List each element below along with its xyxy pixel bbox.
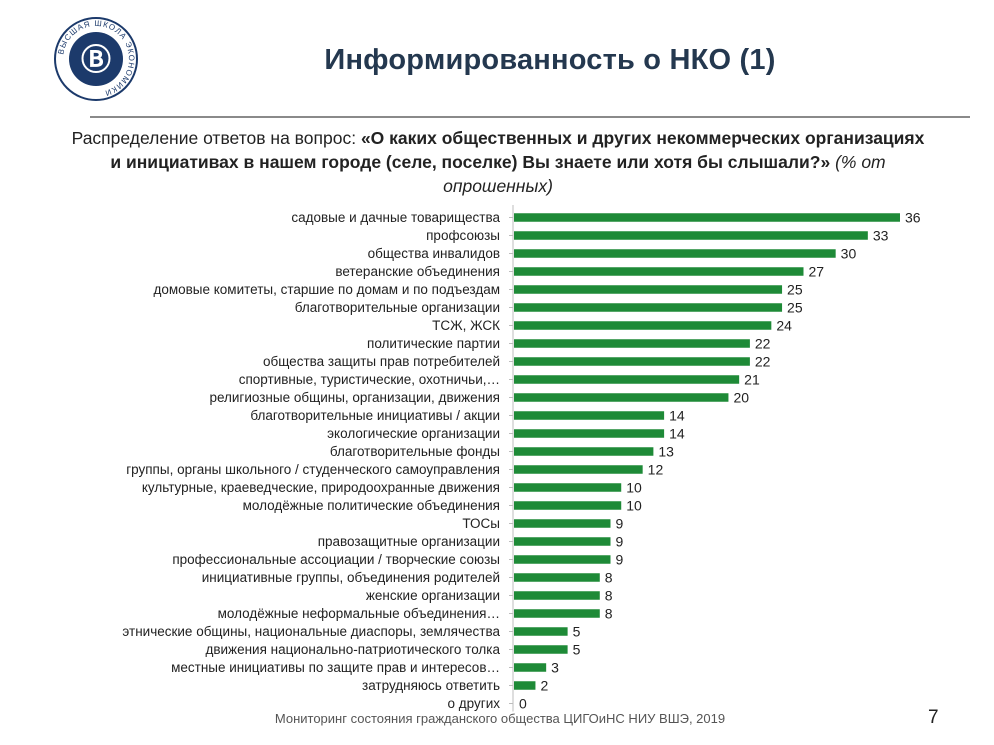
category-label: движения национально-патриотического тол… [205,642,500,657]
category-label: садовые и дачные товарищества [291,210,500,225]
value-label: 21 [744,372,760,388]
footer-source: Мониторинг состояния гражданского общест… [274,711,726,726]
bar [514,375,740,384]
value-label: 10 [626,480,642,496]
value-label: 33 [873,228,889,244]
value-label: 14 [669,408,685,424]
hse-logo: ВЫСШАЯ ШКОЛА ЭКОНОМИКИ Ⓑ [53,16,139,102]
value-label: 8 [605,606,613,622]
bar [514,555,611,564]
value-label: 8 [605,570,613,586]
value-label: 25 [787,282,803,298]
bar [514,339,750,348]
question-note: (% от опрошенных) [443,152,886,196]
category-label: этнические общины, национальные диаспоры… [122,624,500,639]
category-label: местные инициативы по защите прав и инте… [171,660,500,675]
value-label: 25 [787,300,803,316]
category-label: профсоюзы [426,228,500,243]
bar [514,573,600,582]
svg-text:Ⓑ: Ⓑ [81,44,111,77]
value-label: 10 [626,498,642,514]
page-title: Информированность о НКО (1) [324,44,776,76]
bar [514,681,536,690]
bar [514,609,600,618]
category-label: общества инвалидов [368,246,500,261]
category-label: ТСЖ, ЖСК [432,318,500,333]
value-label: 22 [755,354,771,370]
bar-chart: садовые и дачные товарищества 36 профсоюзы… [0,205,994,715]
category-label: ТОСы [462,516,500,531]
category-label: инициативные группы, объединения родител… [202,570,500,585]
value-label: 20 [733,390,749,406]
bar [514,447,654,456]
value-label: 9 [616,516,624,532]
bar-chart-svg: садовые и дачные товарищества 36 профсоюзы… [122,205,921,712]
question-prefix: Распределение ответов на вопрос: [71,128,357,148]
category-label: благотворительные фонды [330,444,500,459]
category-label: домовые комитеты, старшие по домам и по … [153,282,500,297]
bar [514,321,772,330]
value-label: 13 [658,444,674,460]
category-label: женские организации [366,588,500,603]
category-label: экологические организации [327,426,500,441]
hse-logo-emblem: ВЫСШАЯ ШКОЛА ЭКОНОМИКИ Ⓑ [54,17,138,101]
value-label: 24 [776,318,792,334]
bar [514,627,568,636]
value-label: 36 [905,210,921,226]
value-label: 22 [755,336,771,352]
value-label: 5 [573,624,581,640]
bar [514,483,622,492]
page-number: 7 [928,707,939,728]
bar [514,591,600,600]
category-label: спортивные, туристические, охотничьи,… [239,372,500,387]
category-label: правозащитные организации [318,534,500,549]
value-label: 5 [573,642,581,658]
category-label: ветеранские объединения [335,264,500,279]
bar [514,231,868,240]
category-label: благотворительные инициативы / акции [250,408,500,423]
bar [514,663,547,672]
category-label: профессиональные ассоциации / творческие… [172,552,500,567]
category-label: молодёжные неформальные объединения… [218,606,500,621]
value-label: 12 [648,462,664,478]
category-label: благотворительные организации [295,300,500,315]
category-label: группы, органы школьного / студенческого… [126,462,500,477]
value-label: 8 [605,588,613,604]
bar [514,393,729,402]
category-label: общества защиты прав потребителей [263,354,500,369]
question-text: Распределение ответов на вопрос: «О каки… [70,126,926,198]
value-label: 0 [519,696,527,712]
question-bold: «О каких общественных и других некоммерч… [110,128,925,172]
value-label: 27 [809,264,825,280]
category-label: религиозные общины, организации, движени… [209,390,500,405]
value-label: 9 [616,552,624,568]
bar [514,429,665,438]
bar [514,645,568,654]
category-label: о других [448,696,501,711]
value-label: 3 [551,660,559,676]
value-label: 14 [669,426,685,442]
value-label: 9 [616,534,624,550]
category-label: молодёжные политические объединения [243,498,500,513]
bar [514,285,783,294]
category-label: культурные, краеведческие, природоохранн… [142,480,500,495]
bar [514,249,836,258]
bar [514,267,804,276]
bar [514,465,643,474]
value-label: 2 [540,678,548,694]
bar [514,519,611,528]
bar [514,303,783,312]
value-label: 30 [841,246,857,262]
bar [514,501,622,510]
title-divider [90,116,970,118]
category-label: политические партии [367,336,500,351]
category-label: затрудняюсь ответить [362,678,500,693]
bar [514,213,900,222]
bar [514,411,665,420]
bar [514,357,750,366]
bar [514,537,611,546]
